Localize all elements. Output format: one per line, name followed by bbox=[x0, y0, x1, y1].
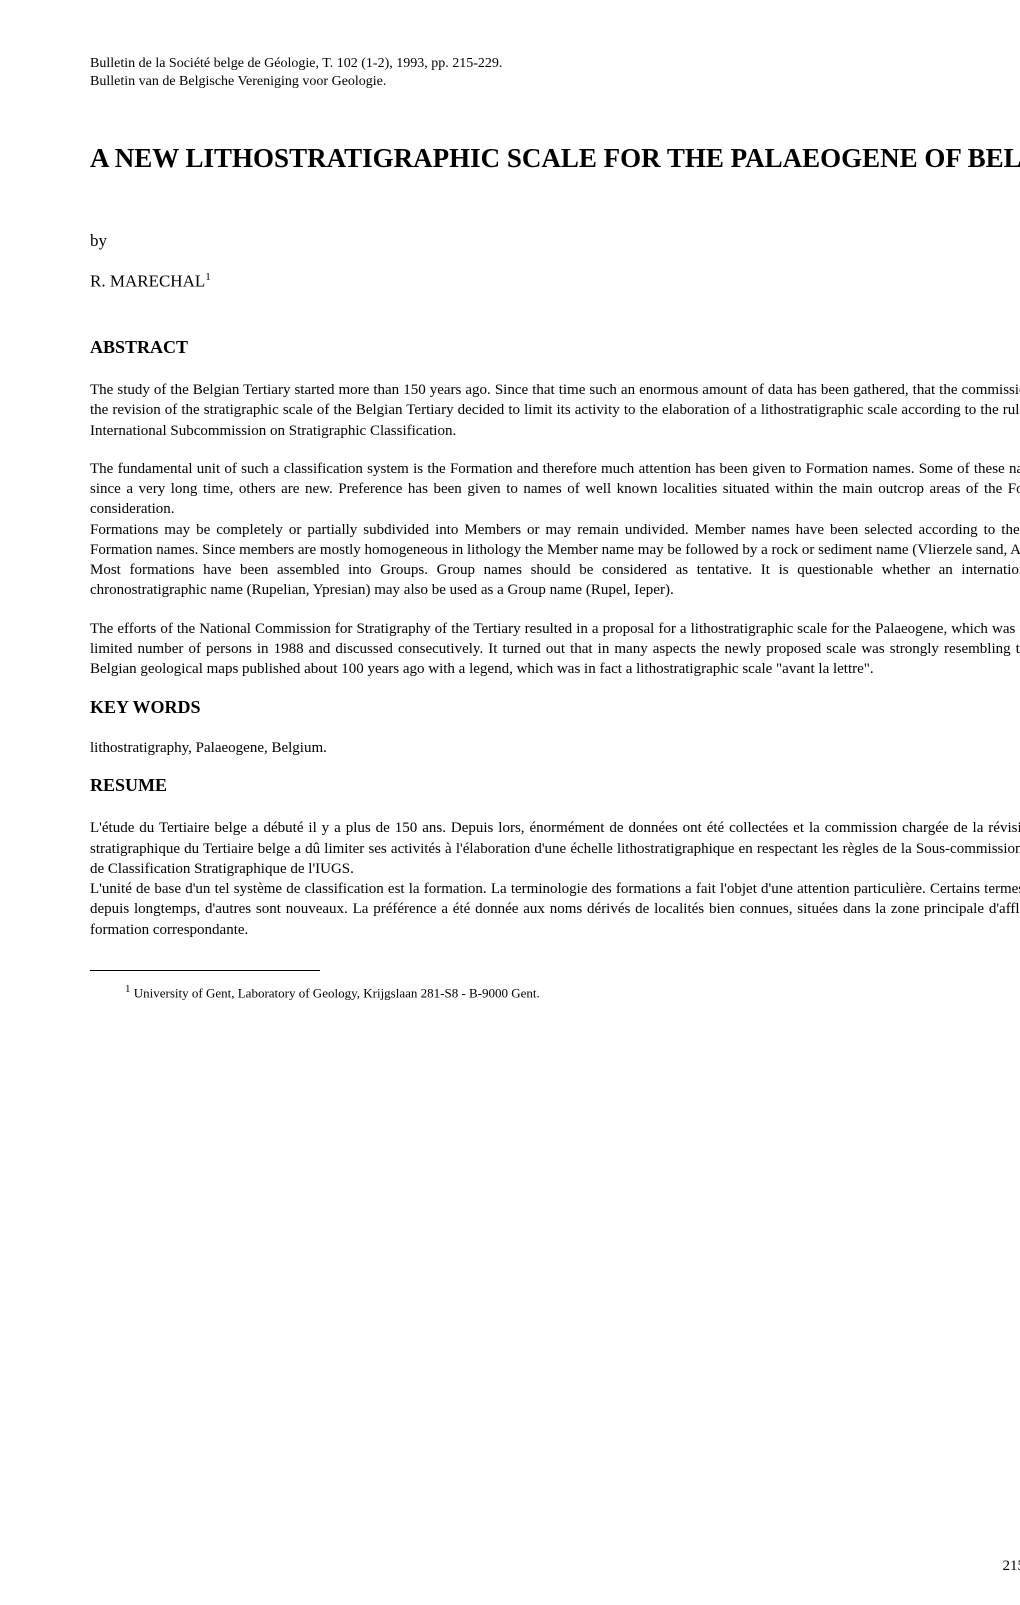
abstract-heading: ABSTRACT bbox=[90, 337, 1020, 358]
header-line-1: Bulletin de la Société belge de Géologie… bbox=[90, 55, 502, 73]
keywords-heading: KEY WORDS bbox=[90, 697, 1020, 718]
abstract-para-5: The efforts of the National Commission f… bbox=[90, 619, 1020, 680]
abstract-para-1: The study of the Belgian Tertiary starte… bbox=[90, 380, 1020, 441]
header-line-2: Bulletin van de Belgische Vereniging voo… bbox=[90, 73, 502, 91]
keywords-text: lithostratigraphy, Palaeogene, Belgium. bbox=[90, 740, 1020, 757]
footnote-body: University of Gent, Laboratory of Geolog… bbox=[131, 985, 540, 1000]
resume-para-1: L'étude du Tertiaire belge a débuté il y… bbox=[90, 818, 1020, 879]
article-title: A NEW LITHOSTRATIGRAPHIC SCALE FOR THE P… bbox=[90, 141, 1020, 176]
page-container: Bulletin de la Société belge de Géologie… bbox=[90, 55, 1020, 1605]
abstract-para-4: Most formations have been assembled into… bbox=[90, 560, 1020, 601]
footnote-separator bbox=[90, 970, 320, 971]
page-number: 215 bbox=[1003, 1558, 1020, 1575]
author-name: R. MARECHAL1 bbox=[90, 271, 1020, 292]
author-text: R. MARECHAL bbox=[90, 272, 205, 291]
resume-para-2: L'unité de base d'un tel système de clas… bbox=[90, 879, 1020, 940]
header-block: Bulletin de la Société belge de Géologie… bbox=[90, 55, 1020, 91]
by-label: by bbox=[90, 231, 1020, 251]
author-superscript: 1 bbox=[205, 271, 211, 283]
resume-heading: RESUME bbox=[90, 775, 1020, 796]
abstract-para-3: Formations may be completely or partiall… bbox=[90, 520, 1020, 561]
footnote-text: 1 University of Gent, Laboratory of Geol… bbox=[90, 983, 1020, 1001]
journal-header: Bulletin de la Société belge de Géologie… bbox=[90, 55, 502, 91]
abstract-para-2: The fundamental unit of such a classific… bbox=[90, 459, 1020, 520]
